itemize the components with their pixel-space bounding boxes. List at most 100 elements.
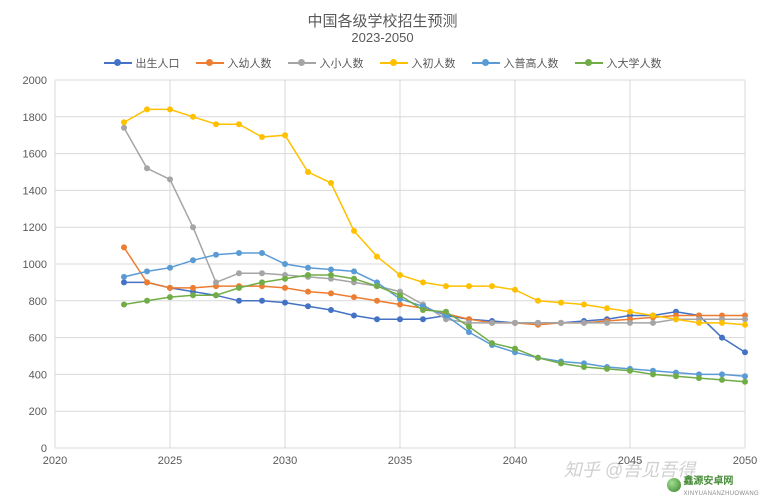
series-point xyxy=(374,283,380,289)
x-tick-label: 2040 xyxy=(503,455,527,467)
legend-item: 入大学人数 xyxy=(575,55,662,71)
series-point xyxy=(328,180,334,186)
series-point xyxy=(213,279,219,285)
y-tick-label: 600 xyxy=(29,333,47,345)
y-tick-label: 0 xyxy=(41,443,47,455)
x-tick-label: 2030 xyxy=(273,455,297,467)
series-point xyxy=(742,322,748,328)
series-point xyxy=(581,364,587,370)
series-point xyxy=(259,134,265,140)
series-point xyxy=(535,355,541,361)
series-point xyxy=(259,279,265,285)
series-point xyxy=(512,346,518,352)
x-tick-label: 2035 xyxy=(388,455,412,467)
series-point xyxy=(696,375,702,381)
series-point xyxy=(328,272,334,278)
series-point xyxy=(489,283,495,289)
series-line xyxy=(124,109,745,324)
series-point xyxy=(443,283,449,289)
series-point xyxy=(236,121,242,127)
series-point xyxy=(236,285,242,291)
series-point xyxy=(397,292,403,298)
series-point xyxy=(719,335,725,341)
series-point xyxy=(466,283,472,289)
series-point xyxy=(282,261,288,267)
legend-label: 入大学人数 xyxy=(607,55,662,71)
series-point xyxy=(397,272,403,278)
series-point xyxy=(581,302,587,308)
legend-label: 入初人数 xyxy=(412,55,456,71)
series-point xyxy=(328,307,334,313)
series-point xyxy=(742,379,748,385)
series-point xyxy=(305,169,311,175)
series-point xyxy=(351,228,357,234)
legend-swatch xyxy=(472,58,500,68)
series-point xyxy=(374,298,380,304)
series-point xyxy=(282,132,288,138)
legend-label: 入普高人数 xyxy=(504,55,559,71)
plot-area: 0200400600800100012001400160018002000202… xyxy=(55,80,745,470)
legend-label: 入小人数 xyxy=(320,55,364,71)
series-point xyxy=(374,254,380,260)
legend-swatch xyxy=(575,58,603,68)
series-point xyxy=(282,285,288,291)
series-point xyxy=(305,265,311,271)
series-point xyxy=(420,307,426,313)
x-tick-label: 2050 xyxy=(733,455,757,467)
series-point xyxy=(489,320,495,326)
series-point xyxy=(627,320,633,326)
series-point xyxy=(190,257,196,263)
series-point xyxy=(167,265,173,271)
series-point xyxy=(259,298,265,304)
footer-brand-name: 鑫源安卓网 xyxy=(683,476,733,487)
series-point xyxy=(742,373,748,379)
y-tick-label: 200 xyxy=(29,406,47,418)
legend-item: 入小人数 xyxy=(288,55,364,71)
series-point xyxy=(167,294,173,300)
series-point xyxy=(558,320,564,326)
chart-legend: 出生人口入幼人数入小人数入初人数入普高人数入大学人数 xyxy=(0,55,765,71)
plot-svg: 0200400600800100012001400160018002000202… xyxy=(55,80,745,470)
series-point xyxy=(351,268,357,274)
series-point xyxy=(121,279,127,285)
series-point xyxy=(144,106,150,112)
chart-container: 中国各级学校招生预测 2023-2050 出生人口入幼人数入小人数入初人数入普高… xyxy=(0,0,765,500)
series-point xyxy=(213,252,219,258)
series-point xyxy=(190,292,196,298)
series-point xyxy=(167,285,173,291)
series-point xyxy=(305,289,311,295)
series-point xyxy=(144,268,150,274)
series-point xyxy=(351,313,357,319)
series-line xyxy=(124,275,745,382)
series-point xyxy=(535,320,541,326)
series-point xyxy=(673,373,679,379)
series-point xyxy=(397,316,403,322)
x-tick-label: 2025 xyxy=(158,455,182,467)
series-point xyxy=(236,270,242,276)
legend-item: 出生人口 xyxy=(104,55,180,71)
series-point xyxy=(742,316,748,322)
series-point xyxy=(259,250,265,256)
series-point xyxy=(604,305,610,311)
series-point xyxy=(719,320,725,326)
series-point xyxy=(489,340,495,346)
series-point xyxy=(305,303,311,309)
series-point xyxy=(443,309,449,315)
series-point xyxy=(236,298,242,304)
series-point xyxy=(121,274,127,280)
series-point xyxy=(190,285,196,291)
series-point xyxy=(604,366,610,372)
series-point xyxy=(351,294,357,300)
series-point xyxy=(144,165,150,171)
series-point xyxy=(144,279,150,285)
legend-swatch xyxy=(104,58,132,68)
series-point xyxy=(144,298,150,304)
series-point xyxy=(236,250,242,256)
series-point xyxy=(351,276,357,282)
footer-logo-icon xyxy=(667,478,681,492)
series-point xyxy=(121,244,127,250)
series-point xyxy=(719,371,725,377)
legend-swatch xyxy=(288,58,316,68)
series-point xyxy=(535,298,541,304)
series-point xyxy=(627,309,633,315)
